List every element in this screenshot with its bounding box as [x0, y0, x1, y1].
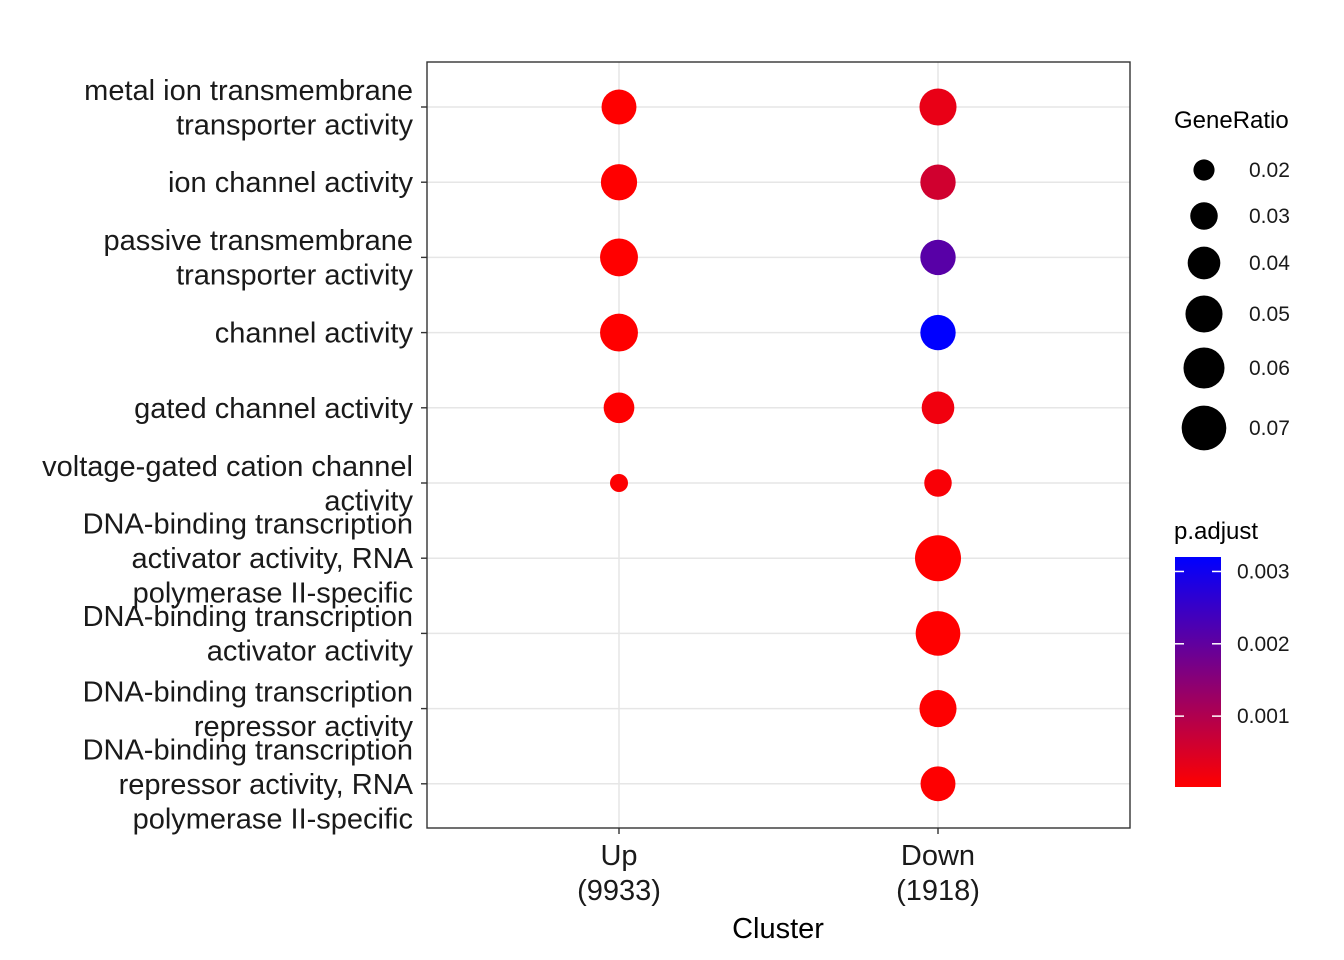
y-tick-label-line: activity	[324, 485, 413, 517]
data-point	[920, 239, 956, 276]
data-point	[600, 313, 638, 352]
x-tick-count-label: (9933)	[577, 875, 661, 907]
data-point	[600, 164, 638, 201]
x-axis-title: Cluster	[732, 913, 824, 945]
x-tick-label: Down	[901, 840, 975, 872]
gene-ratio-legend-key	[1183, 347, 1225, 389]
data-points	[600, 88, 961, 802]
y-tick-label-line: DNA-binding transcription	[83, 601, 413, 633]
gene-ratio-legend-key	[1187, 246, 1221, 280]
y-tick-label: DNA-binding transcription activator activ…	[83, 509, 414, 610]
y-tick-label-line: polymerase II-specific	[133, 578, 413, 610]
data-point	[601, 89, 637, 125]
grid-lines	[427, 62, 1130, 828]
data-point	[603, 392, 635, 424]
gene-ratio-legend-label: 0.02	[1249, 159, 1290, 182]
x-tick-label: Up	[600, 840, 637, 872]
x-axis-ticks: Up(9933) Down(1918)	[577, 828, 980, 907]
x-tick-count-label: (1918)	[896, 875, 980, 907]
p-adjust-colorbar	[1175, 557, 1221, 787]
y-axis-ticks: metal ion transmembrane transporter activ…	[42, 75, 427, 835]
y-tick-label: DNA-binding transcription activator activ…	[83, 601, 414, 668]
y-tick-label-line: transporter activity	[176, 109, 413, 141]
y-tick-label: metal ion transmembrane transporter activ…	[84, 75, 413, 142]
y-tick-label-line: activator activity, RNA	[132, 543, 414, 575]
y-tick-label-line: polymerase II-specific	[133, 803, 413, 835]
y-tick-label-line: DNA-binding transcription	[83, 734, 413, 766]
gene-ratio-legend-label: 0.04	[1249, 252, 1290, 275]
data-point	[915, 535, 961, 582]
data-point	[919, 690, 957, 728]
y-tick-label-line: activator activity	[207, 636, 414, 668]
y-tick-label: passive transmembrane transporter activit…	[104, 225, 414, 292]
p-adjust-legend-label: 0.002	[1237, 633, 1290, 656]
p-adjust-legend-label: 0.003	[1237, 560, 1290, 583]
y-tick-label-line: repressor activity	[194, 711, 414, 743]
y-tick-label: voltage-gated cation channel activity	[42, 451, 413, 518]
y-tick-label-line: repressor activity, RNA	[119, 769, 414, 801]
y-tick-label-line: ion channel activity	[168, 167, 414, 199]
p-adjust-legend-label: 0.001	[1237, 705, 1290, 728]
data-point	[610, 474, 628, 492]
y-tick-label: channel activity	[215, 318, 414, 350]
gene-ratio-legend-key	[1185, 295, 1223, 333]
gene-ratio-legend-key	[1181, 405, 1227, 451]
data-point	[920, 164, 956, 200]
y-tick-label-line: transporter activity	[176, 260, 413, 292]
gene-ratio-legend-key	[1190, 202, 1218, 230]
gene-ratio-legend-key	[1193, 159, 1215, 181]
gene-ratio-legend-label: 0.06	[1249, 357, 1290, 380]
data-point	[924, 469, 952, 497]
gene-ratio-legend-label: 0.03	[1249, 205, 1290, 228]
plot-panel-border	[426, 61, 1131, 829]
gene-ratio-legend: GeneRatio 0.02 0.03 0.04 0.05 0.06 0.07	[1174, 107, 1290, 451]
y-tick-label: DNA-binding transcription repressor activ…	[83, 676, 414, 743]
y-tick-label-line: passive transmembrane	[104, 225, 413, 257]
p-adjust-legend: p.adjust 0.001 0.002 0.003	[1174, 518, 1290, 787]
y-tick-label-line: gated channel activity	[134, 393, 413, 425]
y-tick-label-line: metal ion transmembrane	[84, 75, 413, 107]
y-tick-label: DNA-binding transcription repressor activ…	[83, 734, 414, 835]
data-point	[921, 391, 955, 425]
y-tick-label-line: DNA-binding transcription	[83, 676, 413, 708]
gene-ratio-legend-title: GeneRatio	[1174, 107, 1289, 134]
y-tick-label: gated channel activity	[134, 393, 413, 425]
data-point	[920, 314, 956, 351]
data-point	[920, 766, 956, 802]
p-adjust-legend-title: p.adjust	[1174, 518, 1258, 545]
gene-ratio-legend-label: 0.07	[1249, 417, 1290, 440]
gene-ratio-legend-label: 0.05	[1249, 303, 1290, 326]
y-tick-label-line: DNA-binding transcription	[83, 509, 413, 541]
y-tick-label-line: channel activity	[215, 318, 414, 350]
data-point	[600, 238, 638, 277]
y-tick-label: ion channel activity	[168, 167, 414, 199]
data-point	[915, 611, 961, 656]
data-point	[919, 88, 957, 126]
y-tick-label-line: voltage-gated cation channel	[42, 451, 413, 483]
